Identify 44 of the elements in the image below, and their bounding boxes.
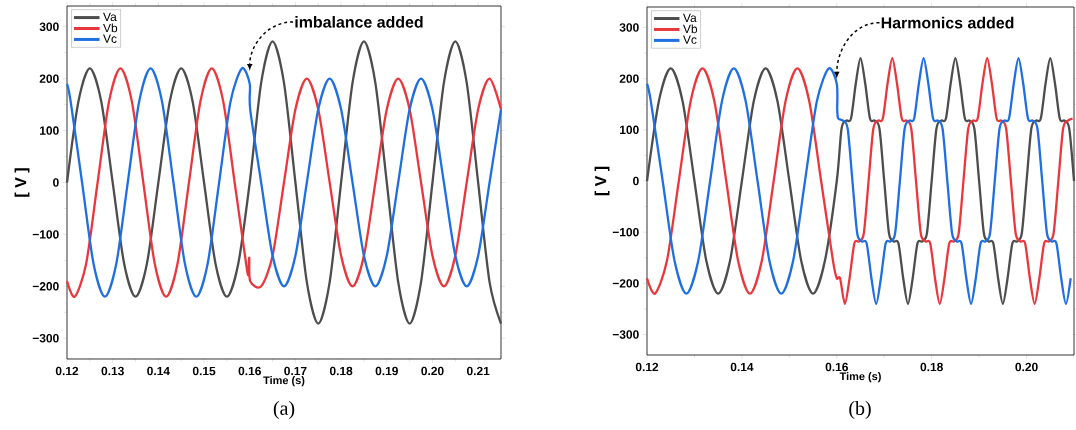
x-tick-label: 0.13 bbox=[101, 366, 124, 376]
x-tick-label: 0.12 bbox=[635, 362, 659, 372]
annotation: Harmonics added bbox=[881, 16, 1014, 29]
y-tick-label: 100 bbox=[620, 125, 639, 135]
legend-label: Vb bbox=[683, 24, 698, 34]
legend-label: Vc bbox=[103, 34, 117, 43]
x-tick-label: 0.16 bbox=[825, 362, 848, 372]
x-tick-label: 0.12 bbox=[55, 366, 79, 376]
y-tick-label: −300 bbox=[32, 334, 59, 343]
x-tick-label: 0.18 bbox=[329, 366, 353, 376]
y-tick-label: 300 bbox=[39, 22, 59, 32]
x-axis-title: Time (s) bbox=[263, 376, 305, 387]
x-tick-label: 0.20 bbox=[1015, 362, 1038, 372]
y-tick-label: −200 bbox=[32, 282, 59, 291]
y-tick-label: −200 bbox=[612, 279, 639, 288]
text: (b) bbox=[849, 400, 871, 420]
x-tick-label: 0.18 bbox=[920, 362, 943, 372]
x-tick-label: 0.15 bbox=[192, 366, 216, 376]
y-tick-label: 300 bbox=[619, 23, 639, 32]
x-tick-label: 0.14 bbox=[730, 362, 754, 372]
legend-label: Vb bbox=[103, 23, 118, 33]
y-tick-label: −100 bbox=[32, 230, 59, 239]
x-tick-label: 0.20 bbox=[421, 366, 444, 376]
x-tick-label: 0.16 bbox=[238, 366, 261, 376]
x-tick-label: 0.21 bbox=[466, 366, 490, 376]
x-axis-title: Time (s) bbox=[839, 372, 881, 383]
legend-label: Vc bbox=[683, 35, 697, 44]
y-tick-label: 100 bbox=[40, 126, 59, 135]
y-axis-title: [ V ] bbox=[14, 168, 30, 197]
y-tick-label: 0 bbox=[633, 176, 639, 186]
y-tick-label: 200 bbox=[619, 74, 639, 83]
y-tick-label: −100 bbox=[612, 227, 639, 237]
y-tick-label: 200 bbox=[39, 74, 59, 83]
legend-label: Va bbox=[683, 13, 697, 22]
y-axis-title: [ V ] bbox=[594, 166, 610, 196]
x-tick-label: 0.17 bbox=[284, 366, 307, 376]
y-tick-label: 0 bbox=[53, 178, 59, 187]
y-tick-label: −300 bbox=[612, 330, 639, 339]
text: (a) bbox=[273, 400, 295, 420]
legend-label: Va bbox=[103, 12, 117, 22]
annotation: imbalance added bbox=[295, 16, 423, 28]
line-series bbox=[65, 67, 503, 298]
x-tick-label: 0.19 bbox=[375, 366, 398, 376]
x-tick-label: 0.14 bbox=[147, 366, 170, 376]
